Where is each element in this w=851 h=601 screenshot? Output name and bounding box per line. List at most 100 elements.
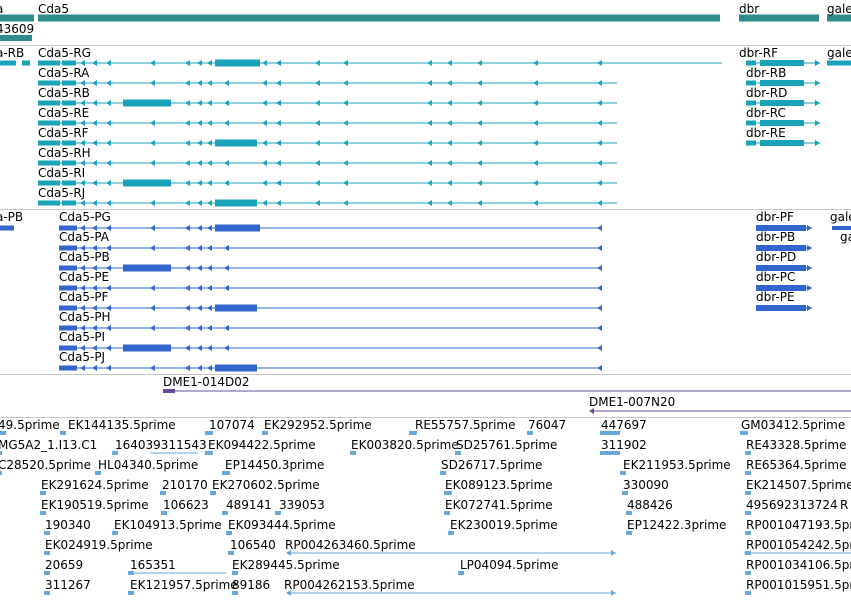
est-feature[interactable] <box>40 491 46 495</box>
transcript-arrow[interactable] <box>427 180 432 186</box>
est-label[interactable]: EK094422.5prime <box>208 438 316 452</box>
transcript-arrow[interactable] <box>815 60 820 66</box>
protein-exon[interactable] <box>59 245 77 251</box>
transcript-label[interactable]: Cda5-RA <box>38 66 90 80</box>
est-feature[interactable] <box>275 511 281 515</box>
transcript-arrow[interactable] <box>597 200 602 206</box>
protein-arrow[interactable] <box>106 305 111 311</box>
transcript-exon[interactable] <box>123 99 171 107</box>
transcript-arrow[interactable] <box>207 100 212 106</box>
transcript-exon[interactable] <box>38 140 60 146</box>
transcript-arrow[interactable] <box>815 120 820 126</box>
est-label[interactable]: EK024919.5prime <box>45 538 153 552</box>
protein-exon[interactable] <box>59 285 77 291</box>
transcript-arrow[interactable] <box>477 200 482 206</box>
est-label[interactable]: RP004263460.5prime <box>285 538 416 552</box>
clone-label[interactable]: DME1-014D02 <box>163 375 250 389</box>
protein-arrow[interactable] <box>197 245 202 251</box>
gene-label[interactable]: gale <box>827 2 851 16</box>
transcript-arrow[interactable] <box>343 200 348 206</box>
transcript-arrow[interactable] <box>106 160 111 166</box>
transcript-arrow[interactable] <box>92 60 97 66</box>
protein-arrow[interactable] <box>197 225 202 231</box>
est-feature[interactable] <box>448 531 454 535</box>
transcript-exon[interactable] <box>746 60 756 66</box>
transcript-arrow[interactable] <box>477 60 482 66</box>
transcript-arrow[interactable] <box>185 100 190 106</box>
protein-arrow[interactable] <box>150 325 155 331</box>
est-feature[interactable] <box>40 511 46 515</box>
transcript-arrow[interactable] <box>276 180 281 186</box>
transcript-exon[interactable] <box>38 100 60 106</box>
transcript-arrow[interactable] <box>224 80 229 86</box>
protein-arrow[interactable] <box>597 225 602 231</box>
est-label[interactable]: EK144135.5prime <box>68 418 176 432</box>
protein-exon[interactable] <box>756 225 806 231</box>
transcript-arrow[interactable] <box>276 80 281 86</box>
transcript-arrow[interactable] <box>477 120 482 126</box>
protein-arrow[interactable] <box>597 245 602 251</box>
protein-arrow[interactable] <box>207 245 212 251</box>
est-label[interactable]: EK230019.5prime <box>450 518 558 532</box>
transcript-arrow[interactable] <box>315 140 320 146</box>
protein-arrow[interactable] <box>150 305 155 311</box>
protein-arrow[interactable] <box>106 245 111 251</box>
transcript-label[interactable]: Cda5-RE <box>38 106 90 120</box>
transcript-arrow[interactable] <box>197 200 202 206</box>
transcript-arrow[interactable] <box>343 120 348 126</box>
transcript-arrow[interactable] <box>447 180 452 186</box>
protein-arrow[interactable] <box>80 285 85 291</box>
protein-arrow[interactable] <box>80 325 85 331</box>
protein-label[interactable]: dbr-PD <box>756 250 797 264</box>
transcript-arrow[interactable] <box>150 140 155 146</box>
gene-label[interactable]: Cda5 <box>38 2 69 16</box>
transcript-arrow[interactable] <box>315 80 320 86</box>
est-feature[interactable] <box>0 471 2 475</box>
est-arrow[interactable] <box>286 550 291 556</box>
est-label[interactable]: 330090 <box>623 478 669 492</box>
est-label[interactable]: EK093444.5prime <box>228 518 336 532</box>
gene-feature[interactable] <box>739 14 819 22</box>
gene-feature[interactable] <box>0 14 34 22</box>
protein-label[interactable]: Cda5-PE <box>59 270 110 284</box>
est-feature[interactable] <box>620 471 626 475</box>
protein-arrow[interactable] <box>224 345 229 351</box>
transcript-exon[interactable] <box>760 120 804 126</box>
transcript-exon[interactable] <box>62 100 76 106</box>
protein-exon[interactable] <box>756 265 806 271</box>
transcript-exon[interactable] <box>62 180 76 186</box>
transcript-exon[interactable] <box>38 80 60 86</box>
est-label[interactable]: RP004262153.5prime <box>284 578 415 592</box>
transcript-arrow[interactable] <box>106 200 111 206</box>
est-feature[interactable] <box>222 511 228 515</box>
protein-arrow[interactable] <box>92 245 97 251</box>
protein-arrow[interactable] <box>597 265 602 271</box>
est-label[interactable]: 76047 <box>528 418 567 432</box>
protein-label[interactable]: dbr-PB <box>756 230 796 244</box>
est-feature[interactable] <box>745 591 751 595</box>
transcript-label[interactable]: gale <box>827 46 851 60</box>
est-feature[interactable] <box>745 511 751 515</box>
transcript-exon[interactable] <box>38 60 60 66</box>
transcript-arrow[interactable] <box>427 160 432 166</box>
transcript-arrow[interactable] <box>150 80 155 86</box>
protein-label[interactable]: Cda5-PF <box>59 290 109 304</box>
protein-arrow[interactable] <box>807 245 812 251</box>
protein-arrow[interactable] <box>92 285 97 291</box>
protein-exon[interactable] <box>59 225 77 231</box>
est-feature[interactable] <box>622 491 628 495</box>
clone-arrow[interactable] <box>589 408 594 414</box>
protein-arrow[interactable] <box>207 285 212 291</box>
est-feature[interactable] <box>740 431 748 435</box>
protein-arrow[interactable] <box>207 305 212 311</box>
protein-arrow[interactable] <box>224 285 229 291</box>
est-feature[interactable] <box>112 451 118 455</box>
transcript-arrow[interactable] <box>447 120 452 126</box>
transcript-exon[interactable] <box>38 180 60 186</box>
est-feature[interactable] <box>458 571 464 575</box>
est-feature[interactable] <box>210 491 216 495</box>
protein-exon[interactable] <box>215 224 260 232</box>
transcript-arrow[interactable] <box>197 100 202 106</box>
protein-exon[interactable] <box>59 265 77 271</box>
transcript-arrow[interactable] <box>276 200 281 206</box>
